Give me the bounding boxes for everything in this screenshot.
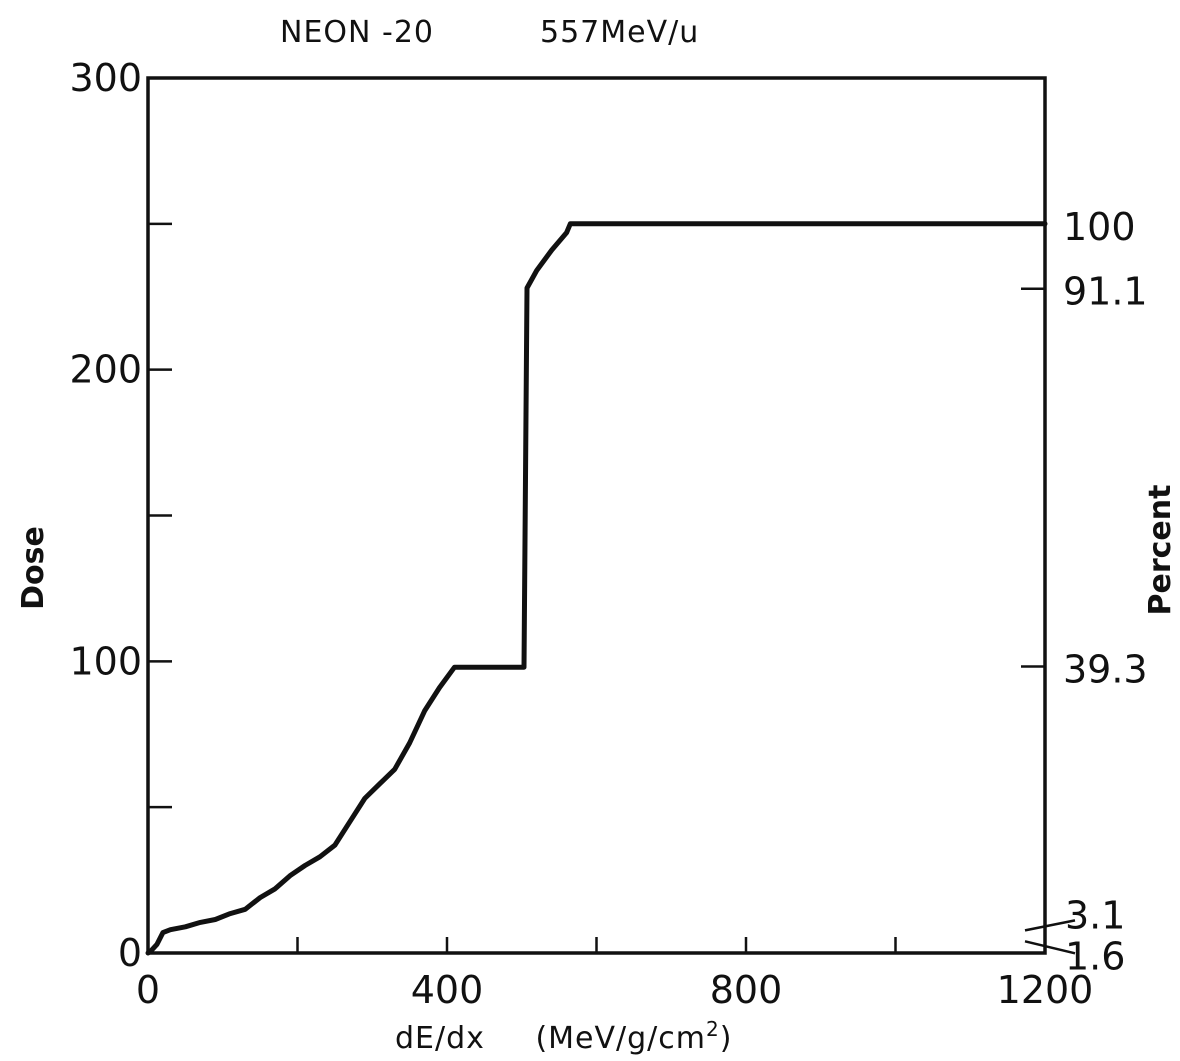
y-axis-ticks: 0 100 200 300	[69, 56, 172, 975]
y-tick-label: 100	[69, 639, 142, 683]
y2-tick-mark	[1024, 919, 1076, 932]
x-tick-label: 1200	[997, 968, 1094, 1012]
x-axis-label-unit-sup: 2	[706, 1017, 720, 1041]
plot-frame	[146, 76, 1047, 955]
x-axis-label-unit: (MeV/g/cm	[535, 1021, 706, 1056]
x-tick-label: 400	[411, 968, 484, 1012]
y2-tick-label: 91.1	[1063, 270, 1148, 314]
y-tick-label: 200	[69, 348, 142, 392]
x-axis-label: dE/dx (MeV/g/cm2)	[395, 1017, 732, 1056]
y2-axis-label: Percent	[1143, 485, 1178, 616]
x-axis-label-unit-close: )	[720, 1021, 733, 1056]
x-axis-ticks: 0 400 800 1200	[136, 937, 1093, 1012]
chart-subtitle: 557MeV/u	[540, 15, 699, 50]
y2-axis-ticks: 100 91.1 39.3 3.11.6	[1021, 205, 1148, 978]
x-tick-label: 800	[710, 968, 783, 1012]
x-tick-label: 0	[136, 968, 160, 1012]
x-axis-label-main: dE/dx	[395, 1021, 485, 1056]
y2-tick-label: 1.6	[1065, 934, 1125, 978]
y2-tick-label: 3.1	[1065, 893, 1125, 937]
y2-tick-label: 100	[1063, 205, 1136, 249]
series-group	[145, 221, 1048, 956]
y2-tick-label: 39.3	[1063, 647, 1148, 691]
y-tick-label: 300	[69, 56, 142, 100]
y-tick-label: 0	[118, 931, 142, 975]
chart-title: NEON -20	[280, 15, 434, 50]
y-axis-label: Dose	[16, 526, 51, 610]
y2-tick-mark	[1024, 940, 1076, 955]
series-line	[145, 221, 1048, 956]
